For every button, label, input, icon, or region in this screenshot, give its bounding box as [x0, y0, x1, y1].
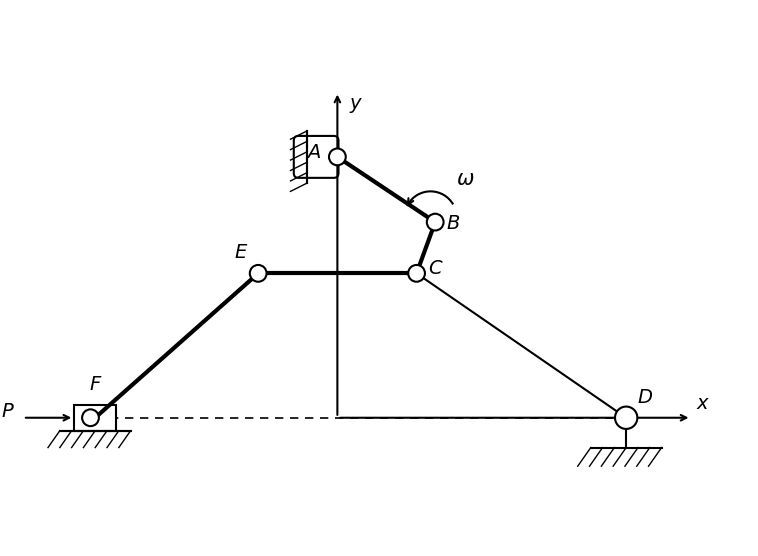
- Text: A: A: [307, 143, 321, 162]
- Text: E: E: [235, 243, 247, 262]
- Text: P: P: [2, 402, 14, 421]
- Circle shape: [615, 406, 637, 429]
- Circle shape: [408, 265, 425, 282]
- Text: $\omega$: $\omega$: [456, 170, 475, 190]
- Text: C: C: [428, 259, 441, 278]
- Text: $y$: $y$: [349, 96, 363, 115]
- FancyBboxPatch shape: [294, 136, 339, 178]
- Text: $x$: $x$: [696, 394, 710, 413]
- Text: F: F: [89, 375, 101, 394]
- FancyBboxPatch shape: [74, 405, 116, 431]
- Circle shape: [250, 265, 267, 282]
- Circle shape: [427, 214, 443, 231]
- Text: B: B: [446, 215, 460, 234]
- Circle shape: [329, 148, 346, 165]
- Text: D: D: [637, 388, 653, 406]
- Circle shape: [82, 409, 99, 426]
